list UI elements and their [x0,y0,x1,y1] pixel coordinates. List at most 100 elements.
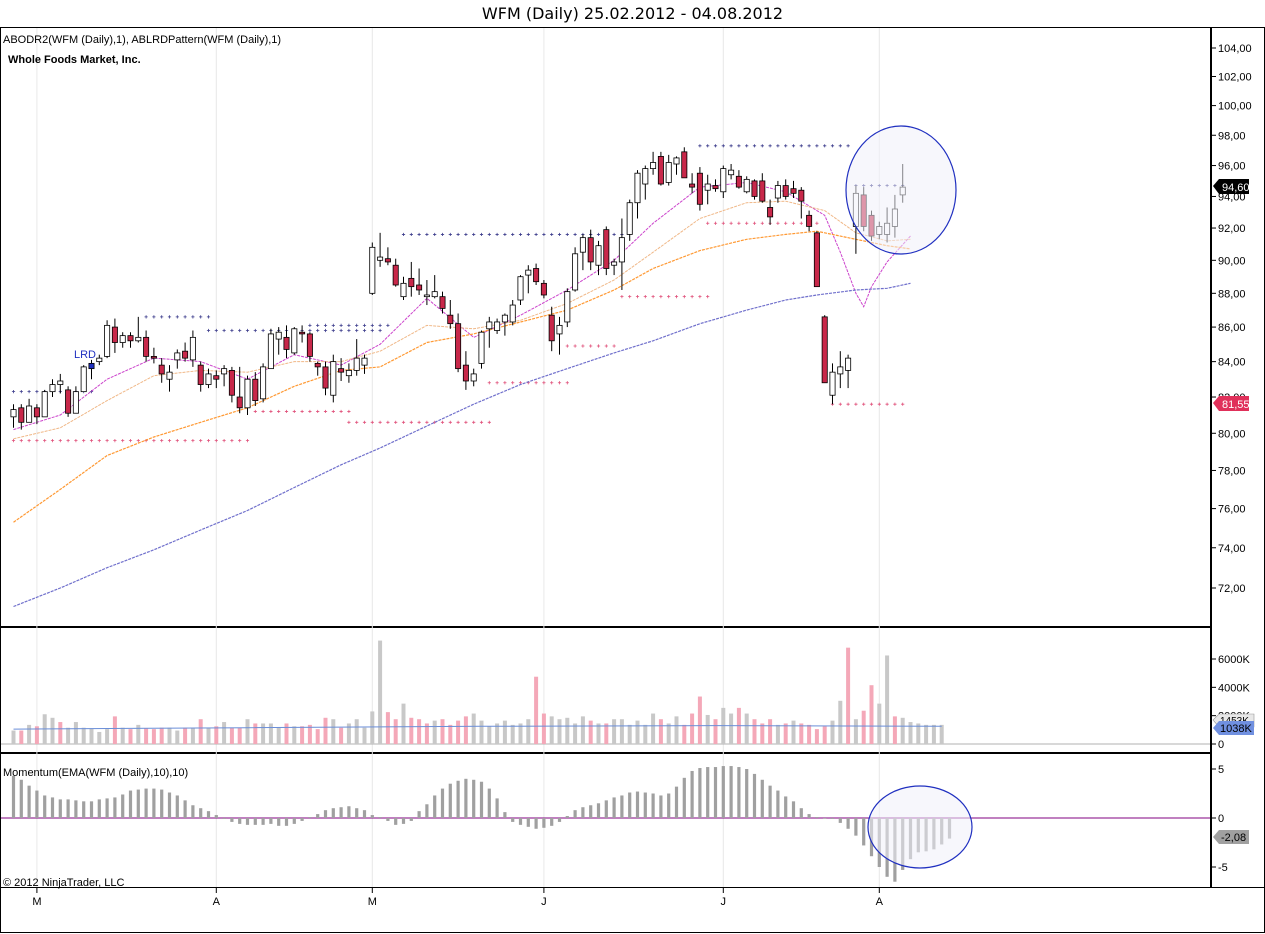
candle [517,275,524,306]
volume-bar [830,720,835,744]
support-mark [191,439,195,443]
candle [455,313,462,373]
candle-body [525,269,532,276]
candle [306,332,313,362]
momentum-bar [206,811,211,818]
candle [143,330,150,362]
support-mark [238,439,242,443]
momentum-bar [183,800,187,818]
candle-body [486,321,493,330]
resistance-mark [487,232,491,237]
volume-bar [643,724,648,744]
candle-body [579,237,586,253]
momentum-bar [308,817,312,818]
candle-body [111,326,118,343]
volume-bar [908,722,913,744]
support-mark [401,420,406,424]
candle-body [236,396,243,409]
candle [244,375,251,416]
candle [338,358,345,381]
volume-bar [666,723,671,744]
candle-body [80,366,87,393]
momentum-bar [464,778,468,818]
resistance-mark [838,144,842,148]
volume-bar [237,727,242,744]
candle-body [759,180,766,202]
resistance-mark [464,232,468,237]
momentum-bar [409,818,413,821]
momentum-bar [862,818,866,846]
support-mark [901,402,905,406]
candle-body [158,364,165,375]
momentum-bar [386,818,390,821]
support-mark [253,409,257,414]
momentum-bar [11,775,16,818]
resistance-mark [448,232,452,237]
volume-bar [97,731,102,744]
candle-body [509,304,516,323]
candle [618,218,625,290]
volume-bar [354,719,359,744]
momentum-bar [752,773,757,818]
price-panel-frame [0,27,1211,627]
candle-body [657,155,664,185]
indicator-label: ABODR2(WFM (Daily),1), ABLRDPattern(WFM … [3,34,281,46]
support-mark [425,420,429,424]
candle [228,366,235,403]
resistance-mark [799,144,803,148]
candle-body [57,380,64,385]
volume-bar [573,723,578,744]
candle [657,151,664,186]
support-mark [799,221,803,225]
candle-body [330,361,337,396]
candle-body [221,368,228,375]
candle [104,320,111,359]
volume-bar [268,723,273,744]
candle-body [431,291,438,298]
volume-bar [323,717,328,744]
momentum-bar [690,770,694,818]
support-mark [565,381,569,385]
candle-body [260,366,267,400]
volume-bar [510,724,515,744]
resistance-mark [308,328,312,333]
volume-bar [534,676,539,744]
candle-body [634,172,641,204]
support-mark [66,439,70,443]
support-mark [682,295,686,299]
momentum-bar [58,799,62,818]
candle [798,187,805,219]
candle-body [205,373,212,385]
candle [572,247,579,292]
momentum-bar [846,818,850,829]
support-mark [323,409,328,414]
volume-bar [885,655,890,744]
resistance-mark [729,144,733,148]
candle [470,368,477,387]
candle-body [213,375,220,380]
resistance-mark [565,232,569,237]
support-mark [838,402,842,406]
momentum-bar [394,818,398,825]
candle [361,354,368,374]
momentum-bar [651,793,655,818]
instrument-name: Whole Foods Market, Inc. [8,54,141,66]
volume-bar [401,703,406,744]
stop-price-tag: 81,55 [1213,396,1250,411]
candle [478,330,485,369]
resistance-mark [417,232,421,237]
momentum-bar [635,791,640,818]
candle-body [369,246,376,294]
volume-bar [58,722,63,744]
candle-body [384,258,391,263]
support-mark [82,439,86,443]
momentum-bar [503,812,507,818]
candle-body [533,268,540,283]
momentum-bar [713,767,718,818]
candle-body [626,202,633,235]
momentum-bar [628,792,632,818]
support-mark [674,295,679,299]
support-mark [136,439,140,443]
momentum-bar [425,804,429,818]
resistance-mark [846,144,850,148]
